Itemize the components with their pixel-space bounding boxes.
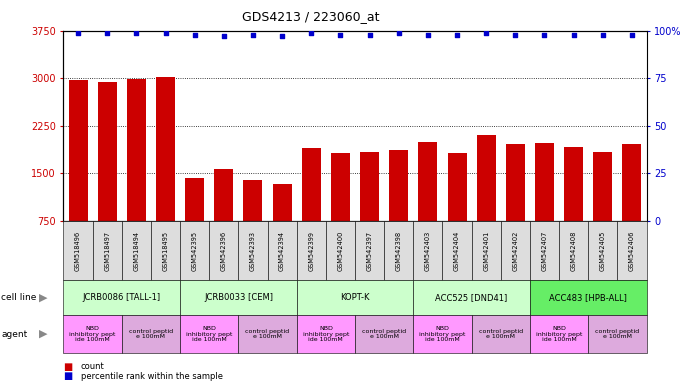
Text: control peptid
e 100mM: control peptid e 100mM xyxy=(595,329,640,339)
Point xyxy=(422,31,433,38)
Text: GSM542396: GSM542396 xyxy=(221,230,227,271)
Bar xyxy=(593,152,612,221)
Text: GSM542403: GSM542403 xyxy=(425,230,431,271)
Text: GSM542404: GSM542404 xyxy=(454,230,460,271)
Bar xyxy=(68,79,88,221)
Bar xyxy=(389,151,408,221)
Bar xyxy=(418,142,437,221)
Point xyxy=(598,31,609,38)
Point xyxy=(335,31,346,38)
Text: count: count xyxy=(81,362,104,371)
Text: GSM542405: GSM542405 xyxy=(600,230,606,271)
Text: GSM518495: GSM518495 xyxy=(163,230,168,271)
Text: GSM542398: GSM542398 xyxy=(396,230,402,271)
Point xyxy=(189,31,200,38)
Text: GSM542400: GSM542400 xyxy=(337,230,344,271)
Point xyxy=(451,31,462,38)
Text: ▶: ▶ xyxy=(39,329,47,339)
Text: GSM542394: GSM542394 xyxy=(279,230,285,271)
Bar xyxy=(156,77,175,221)
Point xyxy=(101,30,112,36)
Text: GSM542408: GSM542408 xyxy=(571,230,577,271)
Text: GSM518494: GSM518494 xyxy=(133,230,139,271)
Text: GSM542399: GSM542399 xyxy=(308,230,314,271)
Text: GDS4213 / 223060_at: GDS4213 / 223060_at xyxy=(241,10,380,23)
Text: GSM542393: GSM542393 xyxy=(250,230,256,271)
Text: GSM542401: GSM542401 xyxy=(483,230,489,271)
Text: NBD
inhibitory pept
ide 100mM: NBD inhibitory pept ide 100mM xyxy=(70,326,116,343)
Bar xyxy=(535,143,554,221)
Text: GSM542397: GSM542397 xyxy=(366,230,373,271)
Point xyxy=(306,30,317,36)
Bar xyxy=(622,144,642,221)
Text: GSM542402: GSM542402 xyxy=(513,230,518,271)
Point xyxy=(568,31,579,38)
Text: NBD
inhibitory pept
ide 100mM: NBD inhibitory pept ide 100mM xyxy=(536,326,582,343)
Bar xyxy=(477,135,495,221)
Text: cell line: cell line xyxy=(1,293,37,302)
Bar xyxy=(244,180,262,221)
Bar xyxy=(127,79,146,221)
Point xyxy=(131,30,142,36)
Text: GSM542395: GSM542395 xyxy=(192,230,197,271)
Text: KOPT-K: KOPT-K xyxy=(340,293,370,302)
Bar xyxy=(215,169,233,221)
Text: control peptid
e 100mM: control peptid e 100mM xyxy=(246,329,290,339)
Text: ■: ■ xyxy=(63,371,72,381)
Point xyxy=(627,31,638,38)
Text: GSM542406: GSM542406 xyxy=(629,230,635,271)
Text: ▶: ▶ xyxy=(39,293,47,303)
Text: control peptid
e 100mM: control peptid e 100mM xyxy=(129,329,173,339)
Text: agent: agent xyxy=(1,329,28,339)
Point xyxy=(393,30,404,36)
Bar xyxy=(360,152,379,221)
Bar xyxy=(448,153,466,221)
Text: JCRB0033 [CEM]: JCRB0033 [CEM] xyxy=(204,293,273,302)
Bar xyxy=(302,148,321,221)
Point xyxy=(277,33,288,40)
Text: ACC483 [HPB-ALL]: ACC483 [HPB-ALL] xyxy=(549,293,627,302)
Text: JCRB0086 [TALL-1]: JCRB0086 [TALL-1] xyxy=(83,293,161,302)
Text: ■: ■ xyxy=(63,362,72,372)
Bar xyxy=(185,178,204,221)
Text: NBD
inhibitory pept
ide 100mM: NBD inhibitory pept ide 100mM xyxy=(303,326,349,343)
Text: GSM518497: GSM518497 xyxy=(104,230,110,271)
Text: GSM542407: GSM542407 xyxy=(542,230,547,271)
Text: NBD
inhibitory pept
ide 100mM: NBD inhibitory pept ide 100mM xyxy=(420,326,466,343)
Point xyxy=(481,30,492,36)
Point xyxy=(72,30,83,36)
Point xyxy=(248,31,259,38)
Text: control peptid
e 100mM: control peptid e 100mM xyxy=(479,329,523,339)
Bar xyxy=(331,153,350,221)
Point xyxy=(160,30,171,36)
Bar xyxy=(506,144,525,221)
Text: NBD
inhibitory pept
ide 100mM: NBD inhibitory pept ide 100mM xyxy=(186,326,233,343)
Text: percentile rank within the sample: percentile rank within the sample xyxy=(81,372,223,381)
Bar xyxy=(98,82,117,221)
Text: control peptid
e 100mM: control peptid e 100mM xyxy=(362,329,406,339)
Point xyxy=(218,33,229,40)
Bar xyxy=(564,147,583,221)
Text: GSM518496: GSM518496 xyxy=(75,230,81,271)
Point xyxy=(364,31,375,38)
Point xyxy=(539,31,550,38)
Bar xyxy=(273,184,292,221)
Point xyxy=(510,31,521,38)
Text: ACC525 [DND41]: ACC525 [DND41] xyxy=(435,293,508,302)
